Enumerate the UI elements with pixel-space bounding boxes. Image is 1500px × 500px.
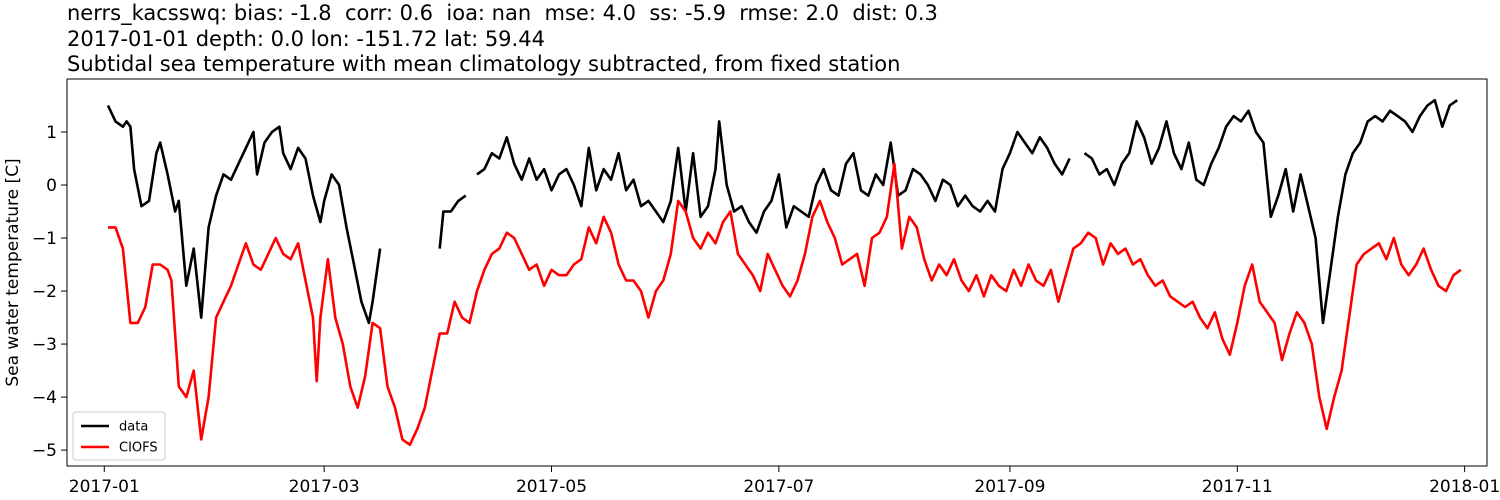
x-tick-label: 2017-05 (516, 477, 587, 497)
y-tick-label: −3 (32, 335, 57, 355)
y-tick-label: 1 (46, 123, 57, 143)
series-layer (106, 98, 1462, 447)
x-tick-label: 2017-01 (69, 477, 140, 497)
y-tick-label: −2 (32, 282, 57, 302)
x-axis: 2017-01 2017-03 2017-05 2017-07 2017-09 2017-… (69, 466, 1500, 497)
x-tick-label: 2017-03 (289, 477, 360, 497)
y-axis: 1 0 −1 −2 −3 −4 −5 (32, 123, 67, 461)
series-line-data-segment-1 (106, 104, 382, 325)
x-tick-label: 2017-11 (1202, 477, 1273, 497)
station-info-title: 2017-01-01 depth: 0.0 lon: -151.72 lat: … (67, 26, 545, 51)
chart-title: Subtidal sea temperature with mean clima… (67, 52, 901, 76)
legend-label-ciofs: CIOFS (119, 441, 158, 456)
x-tick-label: 2017-07 (743, 477, 814, 497)
y-tick-label: −5 (32, 441, 57, 461)
series-line-data-segment-2 (438, 194, 467, 249)
x-tick-label: 2018-01 (1429, 477, 1500, 497)
series-line-data-segment-4 (1083, 98, 1458, 325)
legend-label-data: data (119, 420, 148, 435)
plot-frame (66, 78, 1488, 467)
legend: data CIOFS (72, 411, 166, 461)
y-tick-label: −1 (32, 229, 57, 249)
x-tick-label: 2017-09 (974, 477, 1045, 497)
stats-title: nerrs_kacsswq: bias: -1.8 corr: 0.6 ioa:… (67, 1, 938, 25)
chart-title-block: nerrs_kacsswq: bias: -1.8 corr: 0.6 ioa:… (67, 1, 1487, 78)
y-tick-label: 0 (46, 176, 57, 196)
y-tick-label: −4 (32, 388, 57, 408)
series-line-ciofs-segment-1 (108, 162, 1462, 447)
series-line-data-segment-3 (476, 120, 1071, 234)
y-axis-label: Sea water temperature [C] (3, 158, 23, 386)
